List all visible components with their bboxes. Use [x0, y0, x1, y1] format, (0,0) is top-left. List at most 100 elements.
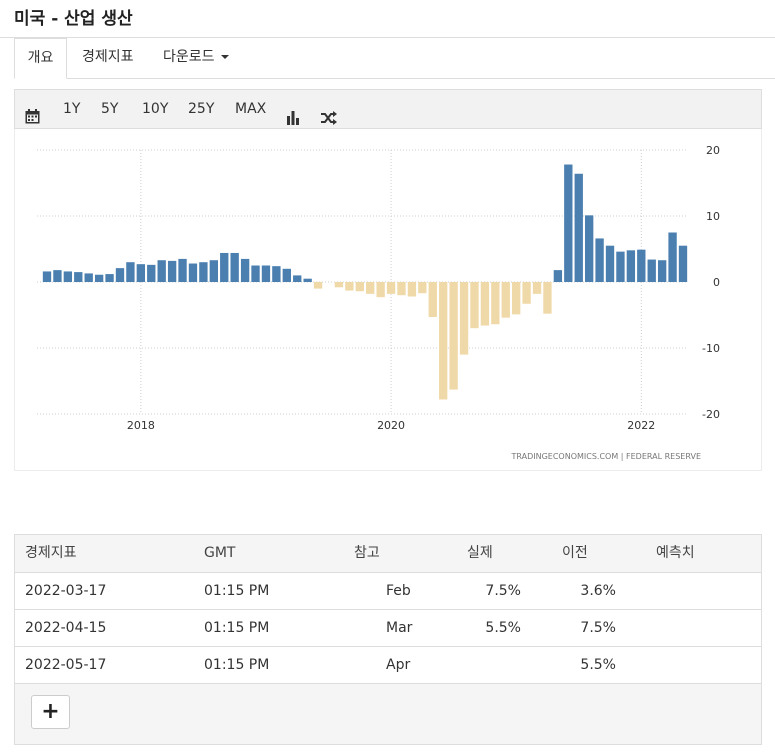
- chart-bar: [647, 259, 656, 282]
- chart-bar: [428, 282, 437, 317]
- table-row: 2022-05-17 01:15 PM Apr 5.5%: [15, 647, 761, 684]
- chart-bar: [84, 273, 93, 282]
- chart-source: TRADINGECONOMICS.COM | FEDERAL RESERVE: [510, 452, 701, 461]
- chart-bar: [366, 282, 375, 294]
- calendar-icon[interactable]: [25, 101, 40, 124]
- add-button[interactable]: +: [31, 695, 70, 729]
- tab-download-label: 다운로드: [163, 49, 215, 65]
- chart-bar: [386, 282, 396, 294]
- chart-bar: [282, 268, 291, 282]
- chart-bar: [626, 250, 636, 282]
- table-row: 2022-03-17 01:15 PM Feb 7.5% 3.6%: [15, 573, 761, 610]
- tab-indicators[interactable]: 경제지표: [82, 38, 134, 78]
- header-reference: 참고: [354, 545, 380, 561]
- chart-bar: [251, 265, 260, 282]
- chart-bar: [553, 270, 563, 282]
- range-5y-button[interactable]: 5Y: [101, 101, 119, 117]
- chart-bar: [522, 282, 531, 304]
- range-1y-button[interactable]: 1Y: [63, 101, 81, 117]
- y-tick-label: 0: [713, 276, 720, 289]
- chart-bar: [439, 282, 448, 400]
- chart-bar: [470, 282, 479, 329]
- row-date: 2022-05-17: [25, 657, 107, 673]
- chart-bar: [147, 264, 156, 282]
- row-actual: 7.5%: [485, 583, 521, 599]
- chart-bar: [334, 282, 344, 288]
- chart-bar: [616, 251, 625, 282]
- chart-bar: [657, 260, 667, 282]
- row-actual: 5.5%: [485, 620, 521, 636]
- chart-bar: [407, 282, 417, 297]
- chart-bar: [167, 260, 177, 282]
- tab-download[interactable]: 다운로드: [163, 38, 229, 78]
- chart-bar: [564, 164, 573, 282]
- page-title: 미국 - 산업 생산: [14, 9, 133, 29]
- chart-bar: [532, 282, 542, 294]
- row-time: 01:15 PM: [204, 657, 270, 673]
- table-footer: +: [15, 684, 761, 744]
- chart-bar: [637, 249, 646, 282]
- chart-bar: [501, 282, 510, 318]
- chart-bar: [209, 260, 218, 282]
- header-previous: 이전: [562, 545, 588, 561]
- title-divider: [0, 37, 775, 38]
- chart-bar: [512, 282, 521, 315]
- range-max-button[interactable]: MAX: [235, 101, 267, 117]
- chart-bar: [74, 272, 83, 282]
- tab-bar: 개요 경제지표 다운로드: [14, 38, 775, 79]
- chart-bar: [313, 282, 323, 289]
- chart-bar: [345, 282, 354, 291]
- chart-bar: [303, 278, 312, 282]
- y-tick-label: -20: [702, 408, 720, 421]
- chart-bar: [230, 252, 239, 282]
- row-date: 2022-03-17: [25, 583, 107, 599]
- caret-down-icon: [220, 55, 229, 59]
- chart-bar: [188, 263, 198, 282]
- chart-bar: [418, 282, 427, 294]
- row-time: 01:15 PM: [204, 620, 270, 636]
- y-tick-label: -10: [702, 342, 720, 355]
- chart-bar: [293, 275, 302, 282]
- row-date: 2022-04-15: [25, 620, 107, 636]
- chart-bar: [63, 271, 73, 282]
- row-reference: Apr: [386, 657, 411, 673]
- chart-bar: [240, 258, 250, 282]
- row-previous: 3.6%: [580, 583, 616, 599]
- tab-overview[interactable]: 개요: [14, 38, 67, 79]
- tab-overview-label: 개요: [27, 50, 54, 66]
- chart-bar: [491, 282, 500, 325]
- row-previous: 7.5%: [580, 620, 616, 636]
- chart-bar: [136, 264, 146, 282]
- chart-bar: [355, 282, 364, 292]
- header-actual: 실제: [467, 545, 493, 561]
- chart-bar: [178, 258, 187, 282]
- chart-bar: [115, 268, 125, 282]
- chart-bar: [480, 282, 490, 326]
- chart-bar: [605, 245, 615, 282]
- chart-bar: [595, 238, 604, 282]
- header-indicator: 경제지표: [25, 545, 77, 561]
- chart-bar: [157, 260, 166, 282]
- chart-bar: [543, 282, 552, 314]
- table-row: 2022-04-15 01:15 PM Mar 5.5% 7.5%: [15, 610, 761, 647]
- chart-bar: [449, 282, 458, 390]
- range-25y-button[interactable]: 25Y: [188, 101, 215, 117]
- chart-bar: [459, 282, 469, 355]
- tab-indicators-label: 경제지표: [82, 49, 134, 65]
- y-tick-label: 10: [706, 210, 720, 223]
- shuffle-icon[interactable]: [321, 102, 338, 125]
- bar-chart-icon[interactable]: [286, 102, 300, 125]
- calendar-table: 경제지표 GMT 참고 실제 이전 예측치 2022-03-17 01:15 P…: [14, 534, 762, 745]
- chart-bar: [376, 282, 385, 298]
- chart-bar: [53, 270, 62, 282]
- y-tick-label: 20: [706, 144, 720, 157]
- range-10y-button[interactable]: 10Y: [142, 101, 169, 117]
- chart-bar: [42, 271, 52, 282]
- chart-bar: [584, 215, 594, 282]
- chart-bar: [126, 262, 135, 282]
- chart-panel: 20 10 0 -10 -20 2018 2020 2022 TRADINGECONOMICS.…: [14, 129, 762, 471]
- chart-bar: [397, 282, 406, 296]
- chart-bar: [678, 245, 688, 282]
- header-forecast: 예측치: [656, 545, 695, 561]
- chart-bar: [199, 262, 208, 282]
